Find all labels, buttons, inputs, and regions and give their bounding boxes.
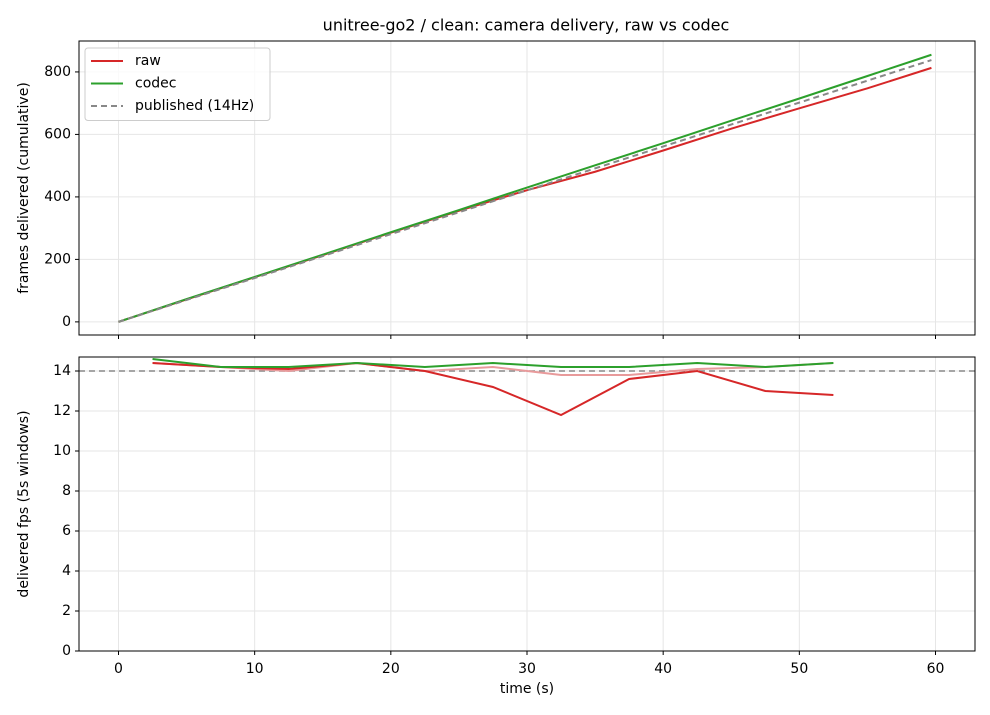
y-tick-label: 0 — [62, 643, 71, 659]
legend-label: codec — [135, 76, 176, 92]
y-axis-label: frames delivered (cumulative) — [16, 82, 32, 294]
y-tick-label: 14 — [53, 363, 71, 379]
y-tick-label: 400 — [44, 189, 71, 205]
x-axis-label: time (s) — [500, 681, 554, 697]
x-tick-label: 40 — [654, 661, 672, 677]
y-tick-label: 200 — [44, 251, 71, 267]
plot-area — [118, 53, 932, 323]
plot-area — [152, 358, 834, 417]
x-tick-label: 50 — [790, 661, 808, 677]
series-line — [152, 361, 834, 417]
series-line — [118, 59, 932, 323]
series-line — [152, 358, 834, 369]
y-tick-label: 12 — [53, 403, 71, 419]
legend-box — [84, 47, 271, 121]
y-tick-label: 2 — [62, 603, 71, 619]
legend-label: published (14Hz) — [135, 98, 254, 114]
axes-frame — [78, 40, 976, 336]
y-tick-label: 800 — [44, 64, 71, 80]
y-tick-label: 6 — [62, 523, 71, 539]
y-tick-label: 4 — [62, 563, 71, 579]
x-tick-label: 20 — [382, 661, 400, 677]
x-tick-label: 0 — [114, 661, 123, 677]
axes-frame — [78, 356, 976, 652]
y-axis-label: delivered fps (5s windows) — [16, 410, 32, 597]
y-tick-label: 8 — [62, 483, 71, 499]
x-tick-label: 10 — [246, 661, 264, 677]
series-line — [152, 361, 834, 376]
chart-title: unitree-go2 / clean: camera delivery, ra… — [323, 16, 730, 35]
y-tick-label: 10 — [53, 443, 71, 459]
y-tick-label: 600 — [44, 126, 71, 142]
x-tick-label: 60 — [927, 661, 945, 677]
legend-label: raw — [135, 53, 161, 69]
x-tick-label: 30 — [518, 661, 536, 677]
series-line — [118, 53, 932, 323]
y-tick-label: 0 — [62, 314, 71, 330]
